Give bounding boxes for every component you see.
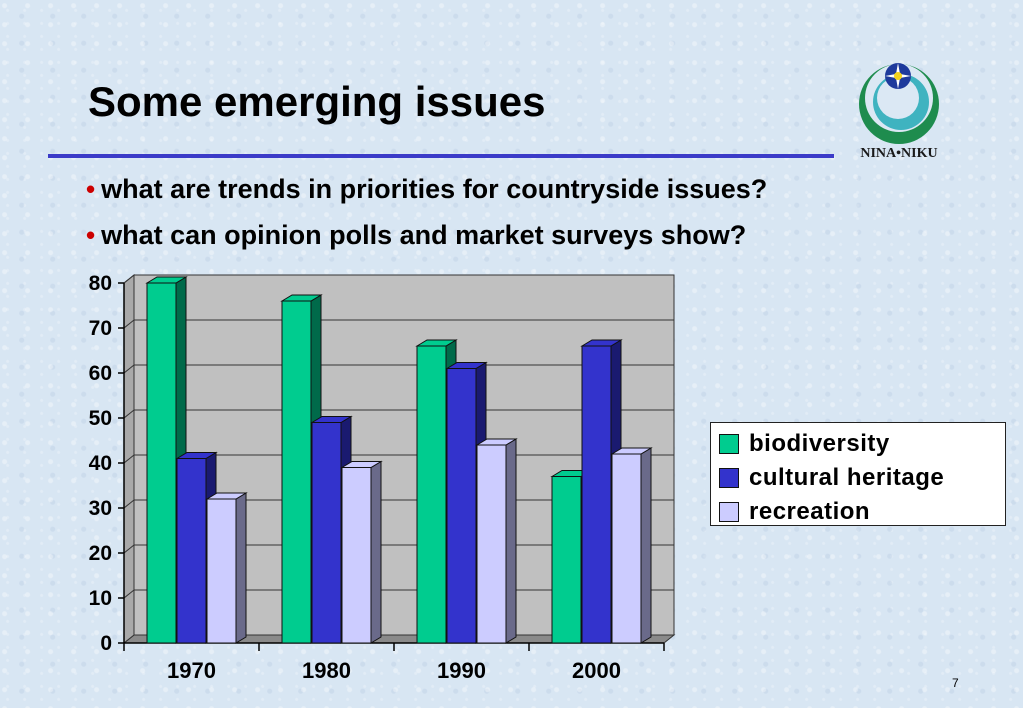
bar-cultural-heritage-1980 bbox=[311, 422, 342, 644]
y-tick-label: 0 bbox=[100, 632, 112, 655]
bar-side bbox=[235, 492, 247, 644]
bullet-item: • what are trends in priorities for coun… bbox=[86, 174, 767, 220]
bar-side bbox=[640, 447, 652, 644]
x-tick-label: 1990 bbox=[437, 658, 486, 683]
bar-chart: 0 10 20 30 40 50 60 70 80 1970 1980 1990 2000 bbox=[89, 272, 676, 683]
x-tick-label: 1970 bbox=[167, 658, 216, 683]
bullet-dot-icon: • bbox=[86, 174, 96, 204]
bar-biodiversity-1970 bbox=[146, 282, 177, 644]
legend-label: recreation bbox=[749, 498, 871, 525]
legend-swatch-cultural-heritage bbox=[719, 468, 739, 488]
bullet-list: • what are trends in priorities for coun… bbox=[86, 174, 767, 266]
gridline-side bbox=[123, 454, 135, 464]
legend-label: cultural heritage bbox=[749, 464, 945, 491]
y-tick-label: 10 bbox=[89, 587, 112, 610]
legend-item-cultural-heritage: cultural heritage bbox=[719, 461, 997, 495]
gridline-side bbox=[123, 589, 135, 599]
bar-recreation-2000 bbox=[611, 453, 642, 644]
bar-biodiversity-1980 bbox=[281, 300, 312, 644]
logo-text: NINA•NIKU bbox=[860, 146, 938, 161]
gridline-side bbox=[123, 409, 135, 419]
gridline-side bbox=[123, 544, 135, 554]
page-number: 7 bbox=[952, 676, 959, 690]
legend-swatch-biodiversity bbox=[719, 434, 739, 454]
bullet-text: what can opinion polls and market survey… bbox=[101, 220, 747, 250]
bullet-item: • what can opinion polls and market surv… bbox=[86, 220, 767, 266]
bar-cultural-heritage-1990 bbox=[446, 368, 477, 644]
y-tick-label: 80 bbox=[89, 272, 112, 295]
nina-niku-logo bbox=[859, 63, 939, 144]
bar-recreation-1990 bbox=[476, 444, 507, 644]
bar-biodiversity-1990 bbox=[416, 345, 447, 644]
legend-item-biodiversity: biodiversity bbox=[719, 427, 997, 461]
chart-legend: biodiversity cultural heritage recreatio… bbox=[710, 422, 1006, 526]
y-tick-label: 70 bbox=[89, 317, 112, 340]
y-tick-label: 60 bbox=[89, 362, 112, 385]
x-tick-label: 2000 bbox=[572, 658, 621, 683]
bar-cultural-heritage-1970 bbox=[176, 458, 207, 644]
gridline-side bbox=[123, 499, 135, 509]
bar-cultural-heritage-2000 bbox=[581, 345, 612, 644]
bullet-dot-icon: • bbox=[86, 220, 96, 250]
gridline-side bbox=[123, 364, 135, 374]
bar-recreation-1970 bbox=[206, 498, 237, 644]
gridline-side bbox=[123, 319, 135, 329]
bar-recreation-1980 bbox=[341, 467, 372, 644]
x-tick-label: 1980 bbox=[302, 658, 351, 683]
title-underline bbox=[48, 154, 834, 158]
legend-item-recreation: recreation bbox=[719, 495, 997, 529]
bar-side bbox=[505, 438, 517, 644]
slide-title: Some emerging issues bbox=[88, 78, 546, 125]
bullet-text: what are trends in priorities for countr… bbox=[101, 174, 768, 204]
legend-swatch-recreation bbox=[719, 502, 739, 522]
bar-biodiversity-2000 bbox=[551, 476, 582, 644]
bar-side bbox=[370, 460, 382, 644]
y-tick-label: 30 bbox=[89, 497, 112, 520]
y-tick-label: 40 bbox=[89, 452, 112, 475]
legend-label: biodiversity bbox=[749, 430, 890, 457]
y-tick-label: 20 bbox=[89, 542, 112, 565]
y-tick-label: 50 bbox=[89, 407, 112, 430]
gridline-side bbox=[123, 274, 135, 284]
